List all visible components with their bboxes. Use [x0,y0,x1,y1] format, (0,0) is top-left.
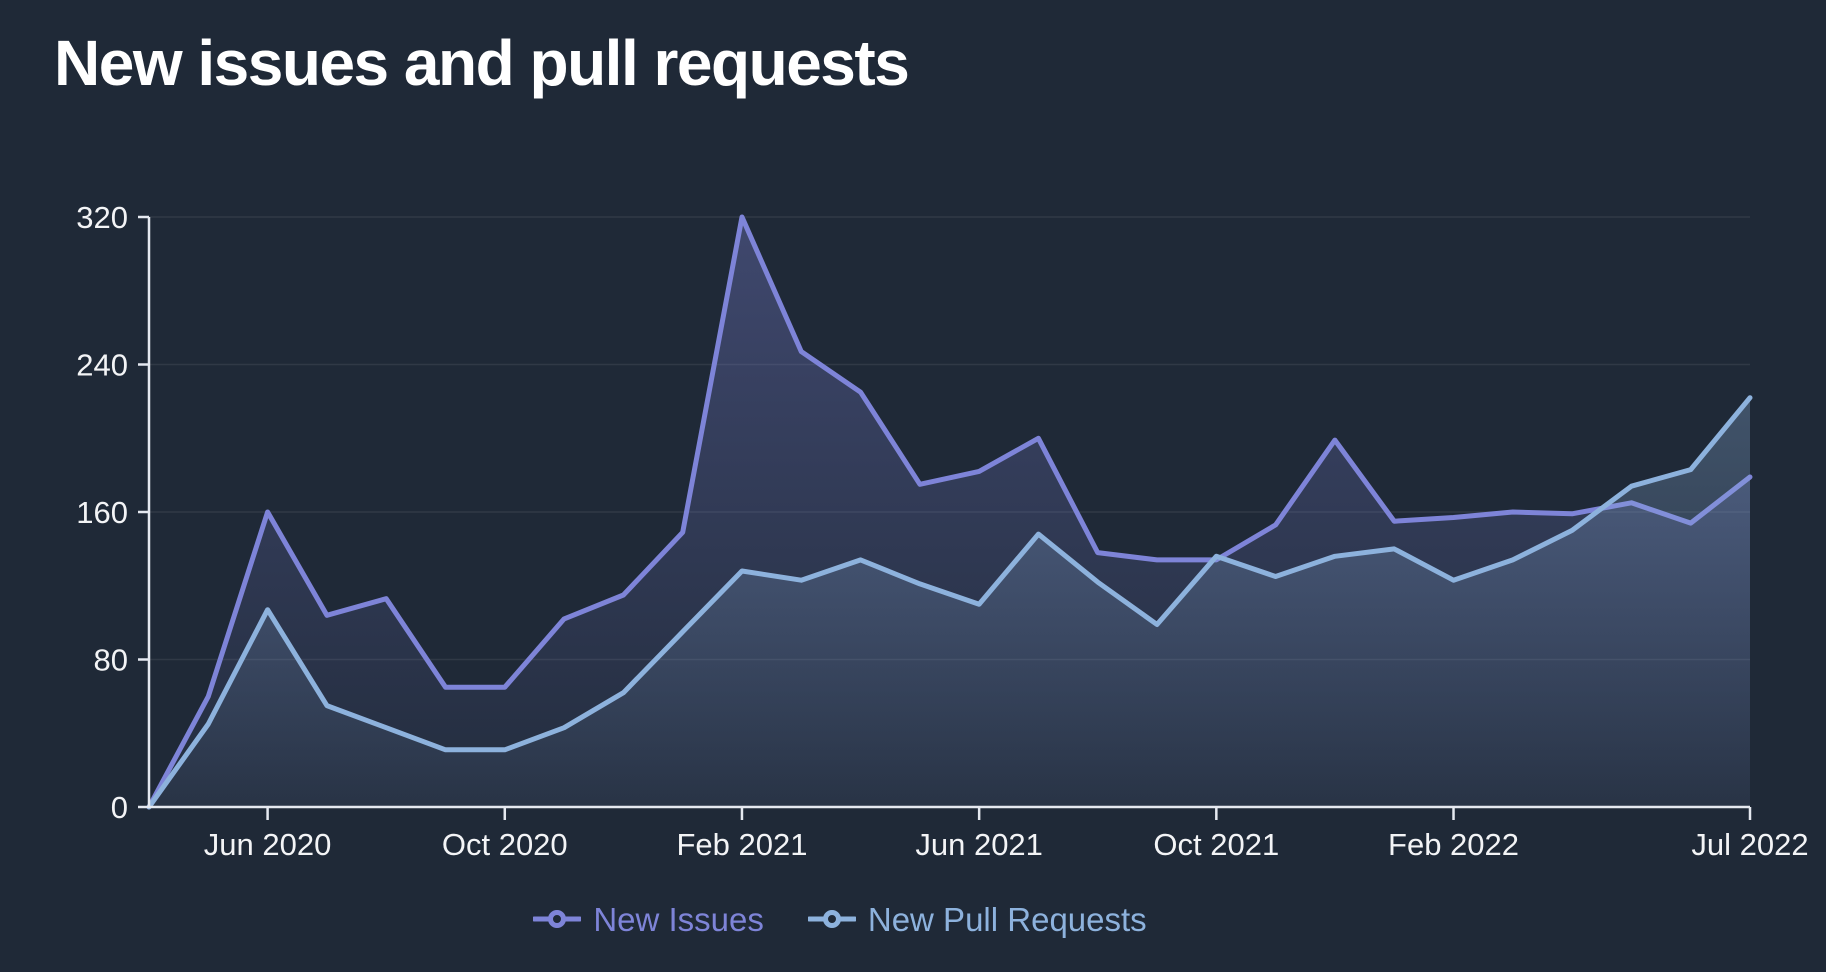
x-axis-label: Oct 2020 [442,827,568,862]
area-new-pull-requests [149,397,1750,807]
x-axis-label: Feb 2022 [1388,827,1519,862]
legend-item-new-pull-requests[interactable]: New Pull Requests [807,900,1147,938]
legend-label: New Pull Requests [867,900,1147,938]
y-axis-label: 0 [111,790,128,825]
x-axis-label: Jul 2022 [1691,827,1808,862]
series-line-new-issues [146,214,1753,810]
legend-item-new-issues[interactable]: New Issues [533,903,764,936]
y-axis-label: 160 [76,495,128,530]
x-axis-label: Feb 2021 [676,827,807,862]
x-axis-label: Oct 2021 [1153,827,1279,862]
series-line-new-pull-requests [146,395,1753,810]
y-axis-label: 320 [76,200,128,235]
legend-line-marker-icon [533,910,582,928]
legend-line-marker-icon [807,910,856,928]
legend: New Issues New Pull Requests [0,893,1680,945]
y-axis-label: 240 [76,348,128,383]
x-axis-label: Jun 2020 [204,827,332,862]
legend-label: New Issues [593,900,764,938]
x-axis-label: Jun 2021 [915,827,1043,862]
y-axis-label: 80 [94,643,128,678]
page-title: New issues and pull requests [54,27,910,99]
